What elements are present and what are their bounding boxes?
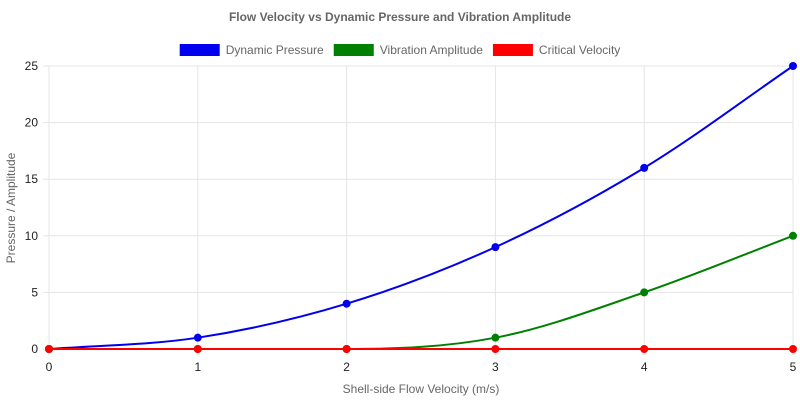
legend-item: Critical Velocity: [492, 43, 620, 57]
data-point-critical-velocity: [491, 345, 500, 353]
series-points: [45, 62, 797, 353]
x-tick-label: 2: [343, 360, 350, 374]
x-axis-title: Shell-side Flow Velocity (m/s): [343, 382, 500, 396]
data-point-critical-velocity: [45, 345, 53, 353]
y-tick-label: 25: [25, 59, 39, 73]
series-line-dynamic-pressure: [48, 65, 794, 350]
legend-item: Vibration Amplitude: [333, 43, 484, 57]
legend: Dynamic Pressure Vibration Amplitude Criti…: [179, 43, 620, 57]
legend-swatch: [179, 44, 220, 56]
y-axis-title: Pressure / Amplitude: [4, 152, 18, 263]
x-tick-label: 4: [641, 360, 648, 374]
data-point-critical-velocity: [342, 345, 351, 353]
data-point-dynamic-pressure: [491, 243, 500, 252]
y-axis-ticks: 0 5 10 15 20 25: [25, 59, 39, 356]
data-point-vibration-amplitude: [640, 288, 649, 297]
x-tick-label: 3: [492, 360, 499, 374]
series-lines: [48, 65, 794, 351]
y-tick-label: 10: [25, 229, 39, 243]
data-point-vibration-amplitude: [789, 231, 797, 240]
x-tick-label: 0: [46, 360, 53, 374]
data-point-critical-velocity: [193, 345, 202, 353]
legend-item: Dynamic Pressure: [179, 43, 324, 57]
data-point-dynamic-pressure: [789, 62, 797, 70]
data-point-dynamic-pressure: [342, 299, 351, 308]
x-tick-label: 5: [790, 360, 797, 374]
chart-title: Flow Velocity vs Dynamic Pressure and Vi…: [229, 10, 571, 24]
legend-label: Critical Velocity: [539, 43, 620, 57]
y-tick-label: 15: [25, 172, 39, 186]
data-point-dynamic-pressure: [193, 333, 202, 342]
grid: [43, 65, 794, 355]
data-point-critical-velocity: [789, 345, 797, 353]
data-point-critical-velocity: [640, 345, 649, 353]
legend-swatch: [492, 44, 533, 56]
legend-swatch: [333, 44, 374, 56]
y-tick-label: 20: [25, 116, 39, 130]
x-tick-label: 1: [194, 360, 201, 374]
data-point-dynamic-pressure: [640, 163, 649, 172]
data-point-vibration-amplitude: [491, 333, 500, 342]
x-axis-ticks: 0 1 2 3 4 5: [46, 360, 797, 374]
y-tick-label: 5: [31, 285, 38, 299]
legend-label: Vibration Amplitude: [380, 43, 484, 57]
y-tick-label: 0: [31, 342, 38, 356]
legend-label: Dynamic Pressure: [226, 43, 324, 57]
